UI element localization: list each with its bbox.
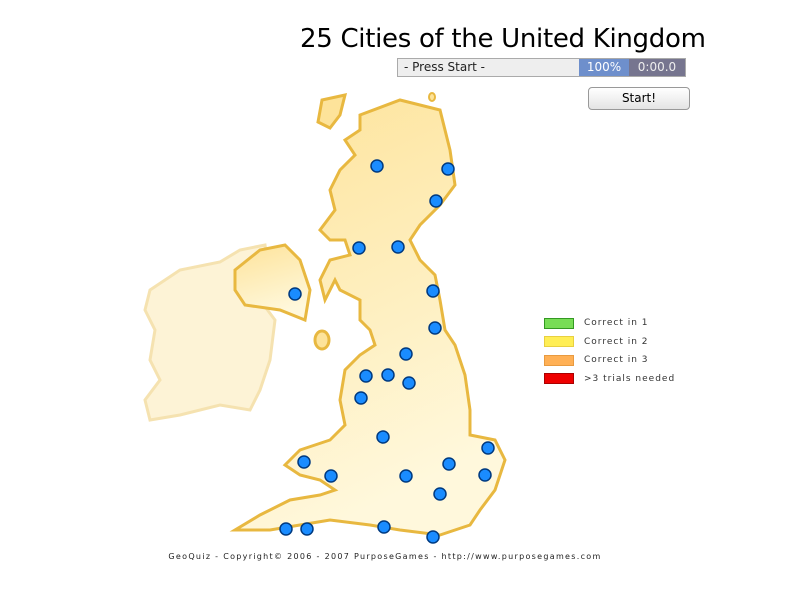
legend-label: Correct in 1 bbox=[584, 318, 649, 329]
city-marker[interactable] bbox=[433, 487, 447, 501]
page-title: 25 Cities of the United Kingdom bbox=[300, 24, 706, 54]
footer-copyright: GeoQuiz - Copyright© 2006 - 2007 Purpose… bbox=[168, 552, 602, 561]
status-bar: - Press Start - 100% 0:00.0 bbox=[397, 58, 686, 77]
city-marker[interactable] bbox=[402, 376, 416, 390]
city-marker[interactable] bbox=[442, 457, 456, 471]
legend-item: Correct in 2 bbox=[544, 333, 675, 352]
city-marker[interactable] bbox=[300, 522, 314, 536]
city-marker[interactable] bbox=[381, 368, 395, 382]
legend-item: Correct in 3 bbox=[544, 351, 675, 370]
city-marker[interactable] bbox=[297, 455, 311, 469]
legend-label: Correct in 3 bbox=[584, 355, 649, 366]
legend: Correct in 1 Correct in 2 Correct in 3 >… bbox=[544, 314, 675, 388]
city-marker[interactable] bbox=[391, 240, 405, 254]
legend-swatch bbox=[544, 336, 574, 348]
isle-of-man bbox=[313, 329, 331, 351]
legend-label: >3 trials needed bbox=[584, 373, 676, 384]
city-marker[interactable] bbox=[376, 430, 390, 444]
legend-item: >3 trials needed bbox=[544, 370, 675, 389]
city-marker[interactable] bbox=[279, 522, 293, 536]
city-marker[interactable] bbox=[478, 468, 492, 482]
city-marker[interactable] bbox=[324, 469, 338, 483]
timer: 0:00.0 bbox=[629, 59, 685, 76]
legend-swatch bbox=[544, 354, 574, 366]
city-marker[interactable] bbox=[354, 391, 368, 405]
city-marker[interactable] bbox=[377, 520, 391, 534]
city-marker[interactable] bbox=[428, 321, 442, 335]
progress-indicator: 100% bbox=[579, 59, 629, 76]
legend-swatch bbox=[544, 373, 574, 385]
city-marker[interactable] bbox=[481, 441, 495, 455]
city-marker[interactable] bbox=[441, 162, 455, 176]
start-button[interactable]: Start! bbox=[588, 87, 690, 110]
city-marker[interactable] bbox=[370, 159, 384, 173]
legend-swatch bbox=[544, 317, 574, 329]
city-marker[interactable] bbox=[426, 530, 440, 544]
shetland-islet bbox=[428, 92, 436, 102]
northern-ireland-landmass bbox=[233, 243, 312, 323]
legend-label: Correct in 2 bbox=[584, 336, 649, 347]
status-message: - Press Start - bbox=[398, 59, 579, 76]
legend-item: Correct in 1 bbox=[544, 314, 675, 333]
city-marker[interactable] bbox=[288, 287, 302, 301]
hebrides-island bbox=[316, 93, 348, 130]
city-marker[interactable] bbox=[429, 194, 443, 208]
city-marker[interactable] bbox=[359, 369, 373, 383]
city-marker[interactable] bbox=[352, 241, 366, 255]
city-marker[interactable] bbox=[426, 284, 440, 298]
great-britain-landmass bbox=[229, 98, 507, 537]
city-marker[interactable] bbox=[399, 347, 413, 361]
city-marker[interactable] bbox=[399, 469, 413, 483]
